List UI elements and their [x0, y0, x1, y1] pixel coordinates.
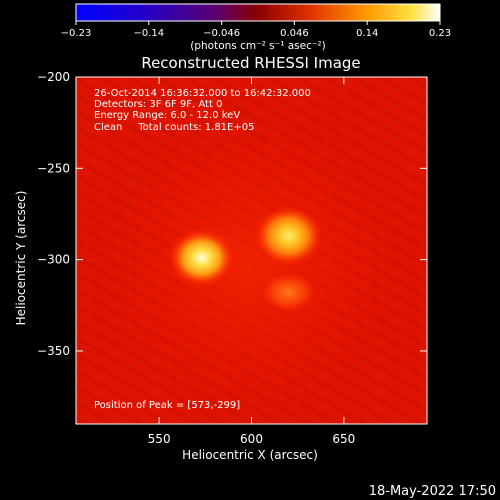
colorbar-tick-label: −0.046 — [203, 28, 240, 39]
x-tick-label: 550 — [148, 432, 171, 446]
annotation-time-range: 26-Oct-2014 16:36:32.000 to 16:42:32.000 — [94, 88, 311, 99]
colorbar-unit-label: (photons cm⁻² s⁻¹ asec⁻²) — [190, 40, 325, 52]
annotation-energy-range: Energy Range: 6.0 - 12.0 keV — [94, 110, 240, 121]
colorbar-tick-label: 0.046 — [280, 28, 309, 39]
x-axis-label: Heliocentric X (arcsec) — [182, 448, 318, 462]
x-tick-label: 650 — [332, 432, 355, 446]
y-axis-ticks: −200 −250 −300 −350 — [37, 70, 427, 358]
annotations: 26-Oct-2014 16:36:32.000 to 16:42:32.000… — [94, 88, 311, 411]
x-tick-label: 600 — [240, 432, 263, 446]
colorbar-tick-label: −0.14 — [133, 28, 164, 39]
annotation-total-counts: Clean Total counts: 1.81E+05 — [94, 122, 254, 133]
source-blob — [260, 272, 317, 313]
source-blob — [254, 205, 323, 266]
heatmap-image — [76, 77, 427, 424]
annotation-peak-position: Position of Peak = [573,-299] — [94, 400, 240, 411]
colorbar-tick-label: 0.14 — [356, 28, 378, 39]
colorbar-tick-label: 0.23 — [429, 28, 451, 39]
colorbar-gradient — [75, 3, 441, 22]
chart-title: Reconstructed RHESSI Image — [141, 54, 360, 72]
y-axis-label: Heliocentric Y (arcsec) — [14, 191, 28, 326]
y-tick-label: −250 — [37, 161, 70, 175]
footer-date: 18-May-2022 17:50 — [369, 484, 496, 499]
x-axis-ticks: 550 600 650 — [148, 77, 355, 446]
colorbar-tick-label: −0.23 — [61, 28, 92, 39]
annotation-detectors: Detectors: 3F 6F 9F, Att 0 — [94, 99, 222, 110]
y-tick-label: −200 — [37, 70, 70, 84]
y-tick-label: −350 — [37, 344, 70, 358]
colorbar: −0.23 −0.14 −0.046 0.046 0.14 0.23 (photons c… — [61, 3, 451, 52]
source-blob — [167, 227, 236, 288]
colorbar-ticks: −0.23 −0.14 −0.046 0.046 0.14 0.23 — [61, 21, 451, 39]
y-tick-label: −300 — [37, 253, 70, 267]
heatmap-glow — [100, 115, 400, 415]
sources — [167, 205, 323, 313]
